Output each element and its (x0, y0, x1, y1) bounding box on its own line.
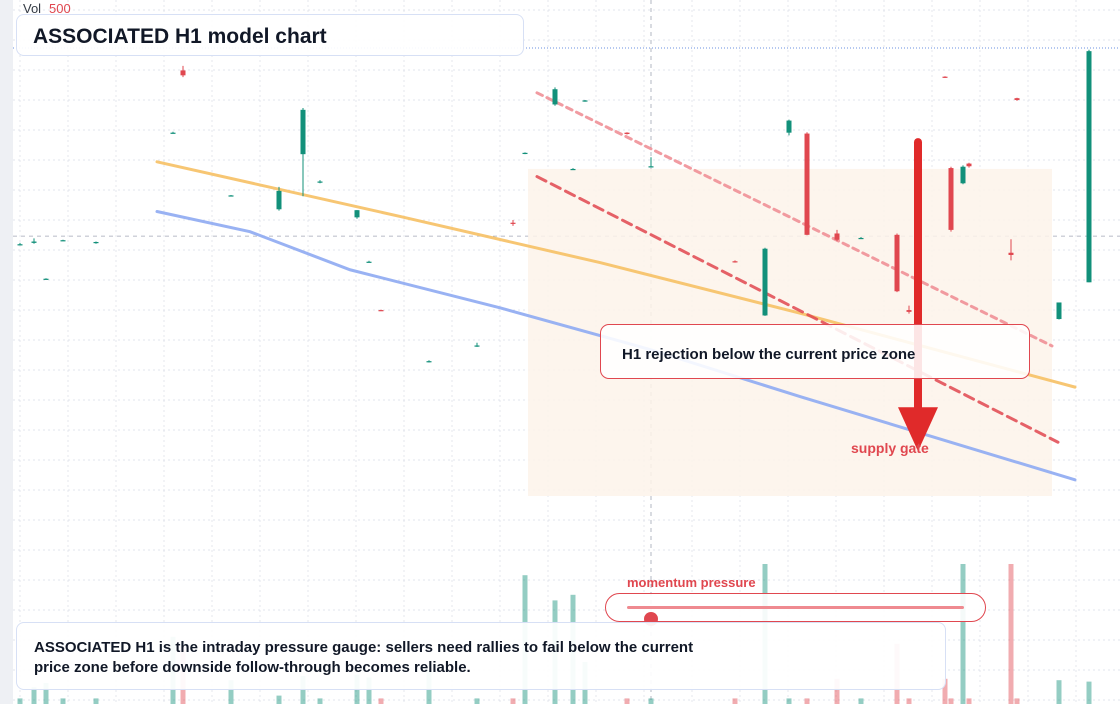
candle-body (300, 109, 306, 155)
candle-body (942, 76, 948, 78)
callout-text: H1 rejection below the current price zon… (622, 346, 916, 363)
candle-body (858, 237, 864, 240)
candle-body (948, 168, 954, 230)
note-text: ASSOCIATED H1 is the intraday pressure g… (34, 639, 694, 676)
candle-body (582, 100, 588, 102)
volume-bar (378, 698, 384, 704)
candle-body (60, 240, 66, 242)
candle-body (732, 261, 738, 263)
candle-body (966, 163, 972, 167)
volume-bar (300, 676, 306, 704)
volume-bar (732, 698, 738, 704)
volume-bar (960, 564, 966, 704)
moving-average-line (155, 210, 1077, 482)
candle-body (1086, 51, 1092, 283)
volume-bar (624, 698, 630, 704)
candle-body (228, 195, 234, 197)
title-panel: ASSOCIATED H1 model chart (16, 14, 524, 56)
candle-body (170, 132, 176, 134)
candle-body (906, 310, 912, 312)
volume-bar (510, 698, 516, 704)
candle-body (366, 261, 372, 263)
rejection-callout: H1 rejection below the current price zon… (600, 324, 1030, 379)
volume-bar (17, 698, 23, 704)
candle-body (522, 152, 528, 155)
volume-bar (1056, 680, 1062, 704)
volume-bar (942, 678, 948, 704)
candle-body (510, 222, 516, 224)
momentum-slider[interactable] (605, 593, 986, 626)
candle-body (43, 278, 49, 280)
volume-bar (60, 698, 66, 704)
candle-body (894, 234, 900, 292)
volume-bar (43, 683, 49, 704)
volume-bar (906, 698, 912, 704)
candle-body (1008, 252, 1014, 255)
volume-bar (858, 698, 864, 704)
trend-line-dashed (535, 175, 1060, 444)
volume-bar (1008, 564, 1014, 704)
volume-bar (474, 698, 480, 704)
volume-bar (966, 698, 972, 704)
candle-body (1014, 98, 1020, 100)
candle-body (552, 89, 558, 105)
volume-bar (1086, 681, 1092, 704)
volume-label: Vol (23, 1, 42, 16)
momentum-track[interactable] (627, 606, 964, 626)
price-scale-rail (0, 0, 13, 704)
supply-gate-label: supply gate (851, 440, 929, 456)
note-panel: ASSOCIATED H1 is the intraday pressure g… (16, 622, 946, 690)
volume-bar (786, 698, 792, 704)
volume-bar (31, 687, 37, 704)
candle-body (426, 361, 432, 363)
volume-bar (93, 698, 99, 704)
trend-line-dashed (535, 91, 1054, 348)
candle-body (1056, 302, 1062, 320)
volume-bar (317, 698, 323, 704)
candle-body (960, 166, 966, 184)
candle-body (317, 181, 323, 183)
candle-body (276, 190, 282, 210)
momentum-label: momentum pressure (627, 575, 756, 590)
candle-body (834, 233, 840, 240)
volume-bar (228, 680, 234, 704)
candle-body (624, 132, 630, 135)
candle-body (786, 120, 792, 133)
volume-bar (366, 677, 372, 704)
candle-body (762, 248, 768, 316)
volume-bar (276, 695, 282, 704)
volume-bar (1014, 698, 1020, 704)
candle-body (804, 133, 810, 235)
volume-bar (648, 698, 654, 704)
volume-bar (804, 698, 810, 704)
candlesticks (17, 49, 1092, 363)
volume-bar (948, 698, 954, 704)
candle-body (17, 244, 23, 246)
volume-bar (834, 678, 840, 704)
candle-body (378, 310, 384, 312)
chart-title: ASSOCIATED H1 model chart (33, 25, 327, 48)
volume-value: 500 (49, 1, 71, 16)
candle-body (648, 166, 654, 168)
candle-body (570, 168, 576, 171)
candle-body (93, 241, 99, 244)
candle-body (31, 241, 37, 243)
candle-body (354, 210, 360, 218)
arrow-head (898, 407, 938, 452)
candle-body (474, 345, 480, 347)
candle-body (180, 70, 186, 76)
